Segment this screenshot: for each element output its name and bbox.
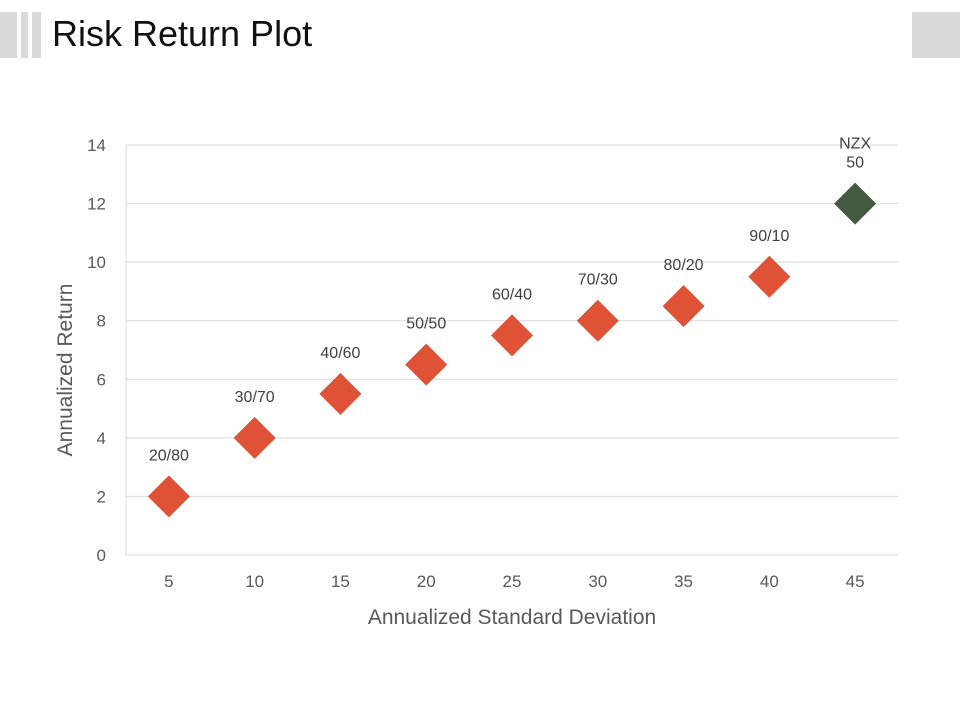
data-point-diamond (319, 372, 362, 415)
data-points (147, 182, 877, 518)
data-label: 70/30 (578, 272, 618, 289)
data-point-diamond (405, 343, 448, 386)
data-label: NZX (839, 136, 871, 153)
y-tick-label: 14 (87, 136, 106, 155)
x-tick-label: 35 (674, 572, 693, 591)
x-tick-label: 25 (503, 572, 522, 591)
x-axis-title: Annualized Standard Deviation (368, 606, 656, 629)
y-axis-title: Annualized Return (54, 284, 77, 457)
y-tick-label: 10 (87, 253, 106, 272)
data-label: 30/70 (235, 389, 275, 406)
data-labels: 20/80 30/70 40/60 50/50 60/40 70/30 80/20 90/10… (149, 136, 872, 465)
y-tick-label: 4 (97, 429, 106, 448)
left-decor-bar-1 (0, 12, 17, 58)
slide-title: Risk Return Plot (52, 13, 313, 54)
y-tick-label: 12 (87, 195, 106, 214)
right-decor-block (912, 12, 960, 58)
x-tick-label: 30 (588, 572, 607, 591)
data-point-diamond (491, 314, 533, 357)
x-tick-label: 20 (417, 572, 436, 591)
x-tick-label: 10 (245, 572, 264, 591)
y-tick-label: 8 (97, 312, 106, 331)
data-label: 60/40 (492, 286, 532, 303)
x-axis-ticks: 5 10 15 20 25 30 35 40 45 (164, 572, 864, 591)
data-label: 40/60 (320, 345, 360, 362)
data-point-diamond (748, 255, 791, 298)
y-axis-ticks: 0 2 4 6 8 10 12 14 (87, 136, 106, 565)
left-decor-bar-3 (32, 12, 41, 58)
data-label: 90/10 (749, 228, 789, 245)
x-tick-label: 40 (760, 572, 779, 591)
data-label: 50 (846, 155, 864, 172)
data-label: 50/50 (406, 316, 446, 333)
x-tick-label: 15 (331, 572, 350, 591)
data-point-diamond (576, 299, 619, 342)
data-label: 20/80 (149, 447, 189, 464)
data-label: 80/20 (664, 257, 704, 274)
left-decor-bar-2 (21, 12, 28, 58)
y-tick-label: 2 (97, 487, 106, 506)
data-point-diamond (834, 182, 877, 225)
data-point-diamond (233, 416, 276, 459)
x-tick-label: 45 (846, 572, 865, 591)
data-point-diamond (662, 285, 705, 328)
y-tick-label: 0 (97, 546, 106, 565)
data-point-diamond (147, 475, 190, 518)
x-tick-label: 5 (164, 572, 173, 591)
y-tick-label: 6 (97, 370, 106, 389)
